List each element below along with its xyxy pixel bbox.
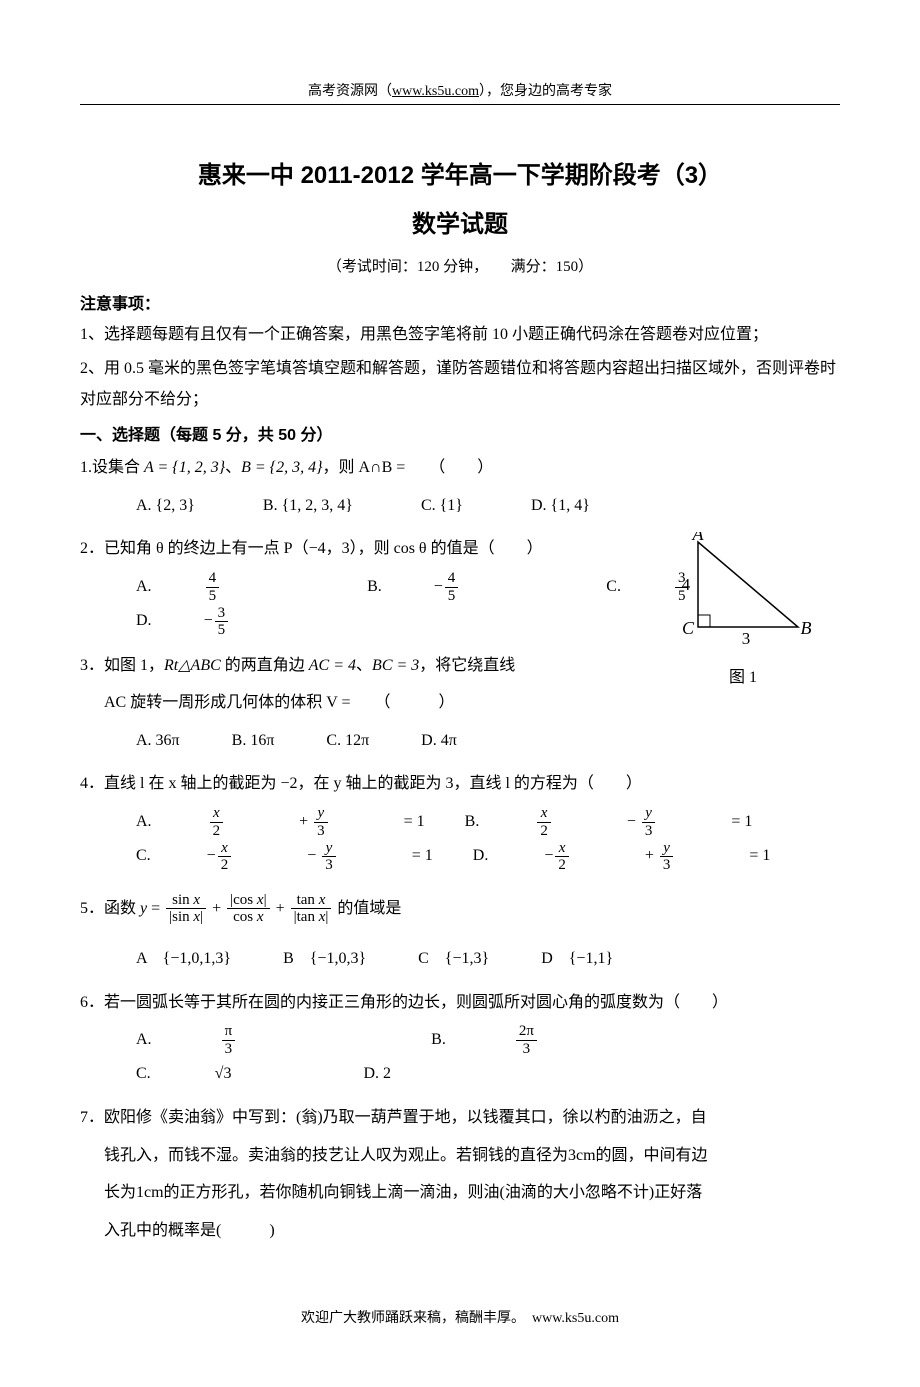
figure-1-caption: 图 1 <box>658 663 828 687</box>
question-6: 6．若一圆弧长等于其所在圆的内接正三角形的边长，则圆弧所对圆心角的弧度数为（ ） <box>80 986 840 1020</box>
q1-set-b: B = {2, 3, 4} <box>241 459 322 476</box>
footer-url: www.ks5u.com <box>532 1311 619 1326</box>
figure-1: A C B 4 3 图 1 <box>658 532 828 687</box>
q4-opt-d: D. −x2 + y3 = 1 <box>473 839 771 873</box>
q2-opt-d: D. −35 <box>136 604 324 638</box>
notice-2: 2、用 0.5 毫米的黑色签字笔填答填空题和解答题，谨防答题错位和将答题内容超出… <box>80 354 840 415</box>
q5-opt-c: C {−1,3} <box>418 942 489 976</box>
q6-opt-c: C. √3 <box>136 1057 295 1091</box>
question-7-line-3: 长为1cm的正方形孔，若你随机向铜钱上滴一滴油，则油(油滴的大小忽略不计)正好落 <box>80 1176 840 1210</box>
question-5: 5．函数 y = sin x|sin x| + |cos x|cos x + t… <box>80 892 840 926</box>
q5-opt-a: A {−1,0,1,3} <box>136 942 231 976</box>
q3-opt-a: A. 36π <box>136 724 180 758</box>
q1-tail: ，则 A∩B = （ ） <box>322 459 493 476</box>
document-page: 高考资源网（www.ks5u.com），您身边的高考专家 惠来一中 2011-2… <box>0 0 920 1387</box>
fig-label-b: B <box>801 618 812 638</box>
q6-options: A. π3 B. 2π3 C. √3 D. 2 <box>136 1023 840 1091</box>
page-header: 高考资源网（www.ks5u.com），您身边的高考专家 <box>80 80 840 105</box>
q6-opt-d: D. 2 <box>363 1057 391 1091</box>
section-1-label: 一、选择题（每题 5 分，共 50 分） <box>80 421 840 445</box>
q1-opt-c: C. {1} <box>421 489 463 523</box>
q1-set-a: A = {1, 2, 3} <box>144 459 225 476</box>
subtitle: 数学试题 <box>80 204 840 239</box>
fig-label-4: 4 <box>682 575 691 594</box>
q5-opt-d: D {−1,1} <box>541 942 613 976</box>
q3-opt-b: B. 16π <box>232 724 275 758</box>
exam-info: （考试时间：120 分钟， 满分：150） <box>80 255 840 276</box>
q4-opt-a: A. x2 + y3 = 1 <box>136 805 425 839</box>
q1-opt-a: A. {2, 3} <box>136 489 195 523</box>
q4-opt-c: C. −x2 − y3 = 1 <box>136 839 433 873</box>
question-7-line-1: 7．欧阳修《卖油翁》中写到：(翁)乃取一葫芦置于地，以钱覆其口，徐以杓酌油沥之，… <box>80 1101 840 1135</box>
fig-label-a: A <box>692 532 705 544</box>
q1-opt-d: D. {1, 4} <box>531 489 590 523</box>
q4-opt-b: B. x2 − y3 = 1 <box>465 805 753 839</box>
header-url: www.ks5u.com <box>392 84 479 99</box>
question-1: 1.设集合 A = {1, 2, 3}、B = {2, 3, 4}，则 A∩B … <box>80 451 840 485</box>
main-title: 惠来一中 2011-2012 学年高一下学期阶段考（3） <box>80 155 840 190</box>
question-7-line-2: 钱孔入，而钱不湿。卖油翁的技艺让人叹为观止。若铜钱的直径为3cm的圆，中间有边 <box>80 1139 840 1173</box>
question-7-line-4: 入孔中的概率是( ) <box>80 1214 840 1248</box>
q3-opt-c: C. 12π <box>326 724 369 758</box>
question-4: 4．直线 l 在 x 轴上的截距为 −2，在 y 轴上的截距为 3，直线 l 的… <box>80 767 840 801</box>
q1-stem-pre: 1.设集合 <box>80 459 144 476</box>
question-3-line-2: AC 旋转一周形成几何体的体积 V = （ ） <box>80 686 840 720</box>
q2-q3-block: A C B 4 3 图 1 2．已知角 θ 的终边上有一点 P（−4，3），则 … <box>80 532 840 757</box>
q2-opt-a: A. 45 <box>136 570 315 604</box>
fig-label-c: C <box>682 618 695 638</box>
q6-opt-a: A. π3 <box>136 1023 363 1057</box>
q3-opt-d: D. 4π <box>421 724 457 758</box>
q4-options: A. x2 + y3 = 1 B. x2 − y3 = 1 C. −x2 − y… <box>136 805 840 874</box>
notice-1: 1、选择题每题有且仅有一个正确答案，用黑色签字笔将前 10 小题正确代码涂在答题… <box>80 320 840 350</box>
q2-opt-b: B. −45 <box>367 570 554 604</box>
q6-opt-b: B. 2π3 <box>431 1023 665 1057</box>
header-prefix: 高考资源网（ <box>308 84 392 99</box>
q5-opt-b: B {−1,0,3} <box>283 942 366 976</box>
footer-text: 欢迎广大教师踊跃来稿，稿酬丰厚。 <box>301 1311 532 1326</box>
q1-options: A. {2, 3} B. {1, 2, 3, 4} C. {1} D. {1, … <box>136 489 840 523</box>
triangle-svg: A C B 4 3 <box>668 532 818 652</box>
fig-label-3: 3 <box>742 629 751 648</box>
header-suffix: ），您身边的高考专家 <box>479 84 612 99</box>
q1-opt-b: B. {1, 2, 3, 4} <box>263 489 353 523</box>
q3-options: A. 36π B. 16π C. 12π D. 4π <box>136 724 840 758</box>
page-footer: 欢迎广大教师踊跃来稿，稿酬丰厚。 www.ks5u.com <box>80 1307 840 1327</box>
q1-mid: 、 <box>225 459 241 476</box>
q5-options: A {−1,0,1,3} B {−1,0,3} C {−1,3} D {−1,1… <box>136 942 840 976</box>
notice-label: 注意事项： <box>80 290 840 314</box>
